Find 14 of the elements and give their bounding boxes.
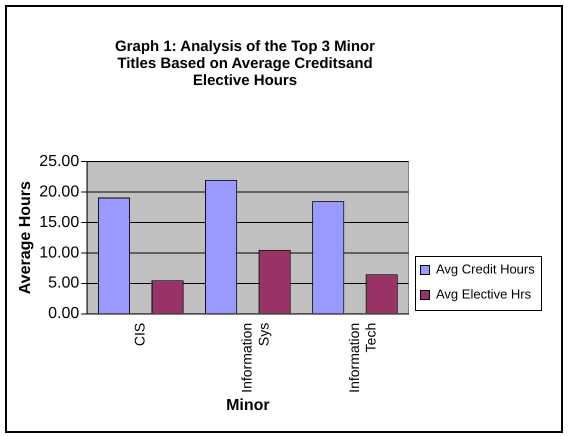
x-tick-label: Information Sys [238,322,272,393]
y-tick-label: 15.00 [39,214,80,231]
y-axis-title: Average Hours [17,180,34,294]
chart-title: Graph 1: Analysis of the Top 3 Minor Titles Based on Average Creditsand Elective Hours [114,38,376,89]
y-tick-label: 20.00 [39,183,80,200]
legend-label: Avg Credit Hours [436,262,536,277]
x-tick-label: Information Tech [346,322,379,393]
y-tick-label: 0.00 [48,305,80,322]
x-tick-label: CIS [132,322,148,346]
y-tick-label: 10.00 [39,244,80,262]
y-tick-label: 25.00 [39,153,80,170]
legend-label: Avg Elective Hrs [436,286,532,302]
y-tick-label: 5.00 [48,274,80,292]
x-axis-title: Minor [226,396,270,414]
